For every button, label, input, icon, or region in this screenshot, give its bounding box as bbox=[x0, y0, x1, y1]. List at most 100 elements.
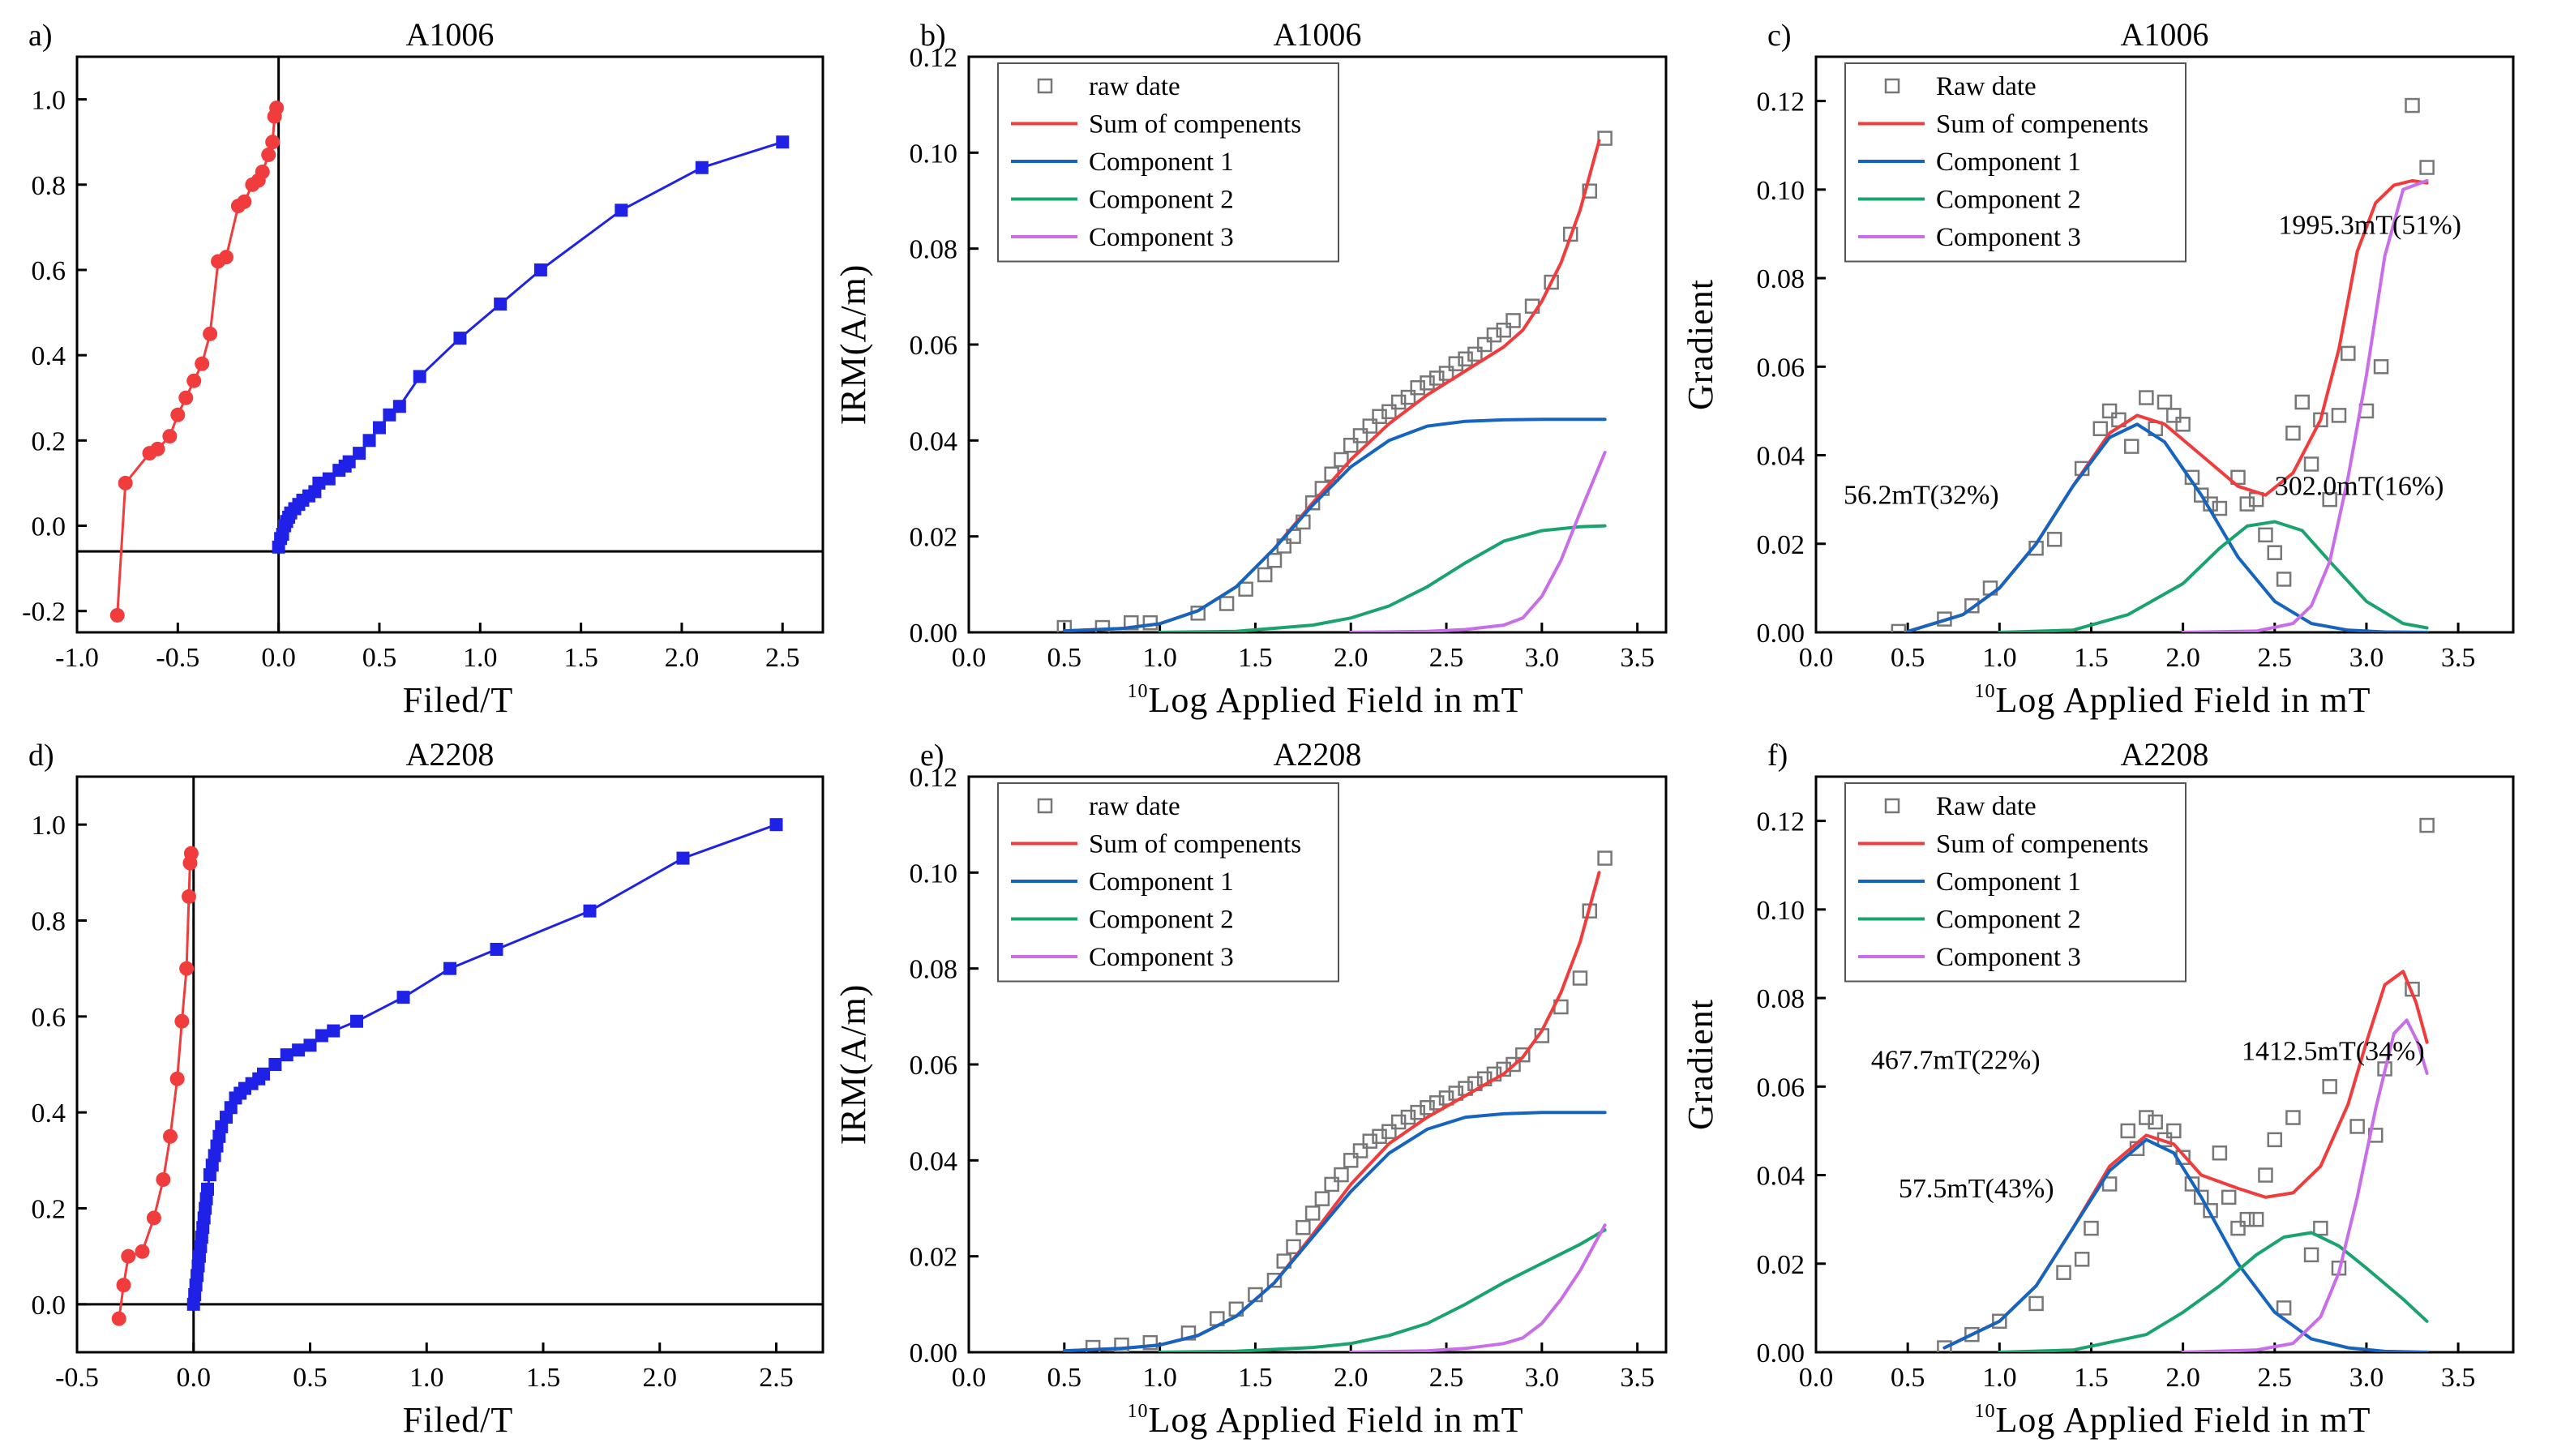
data-point-raw bbox=[1429, 370, 1445, 386]
data-point-square bbox=[383, 408, 396, 422]
legend: raw date Sum of compenents Component 1 Comp… bbox=[997, 62, 1339, 263]
series-component-2-line bbox=[1998, 520, 2429, 632]
data-point-raw bbox=[2322, 1079, 2337, 1094]
x-tick-label: 2.5 bbox=[2258, 1363, 2293, 1393]
data-point-raw bbox=[1891, 623, 1907, 632]
data-point-raw bbox=[1486, 327, 1502, 343]
x-tick-label: 3.5 bbox=[1620, 643, 1655, 673]
data-point-raw bbox=[2166, 1123, 2182, 1139]
data-point-raw bbox=[1362, 418, 1378, 434]
data-point-square bbox=[257, 1067, 270, 1081]
x-tick-label: 1.5 bbox=[1238, 643, 1273, 673]
data-point-raw bbox=[1515, 1047, 1531, 1063]
data-point-circle bbox=[163, 1128, 178, 1144]
data-point-raw bbox=[1506, 313, 1521, 328]
legend-label: Component 2 bbox=[1089, 186, 1234, 215]
data-point-raw bbox=[2373, 359, 2389, 375]
data-point-circle bbox=[186, 373, 202, 388]
data-point-raw bbox=[1142, 1334, 1159, 1351]
data-point-raw bbox=[1448, 356, 1464, 371]
legend-marker-raw bbox=[1884, 78, 1900, 94]
data-point-raw bbox=[1304, 1205, 1321, 1221]
data-point-raw bbox=[1266, 1273, 1283, 1288]
series-component-1-line bbox=[1062, 418, 1607, 632]
data-point-square bbox=[443, 961, 456, 975]
x-axis-label: 10Log Applied Field in mT bbox=[1128, 1400, 1524, 1440]
y-tick-label: 0.04 bbox=[910, 1146, 958, 1176]
panel-c: 0.0 0.5 1.0 1.5 2.0 2.5 3.0 3.5 0.00 0.02 0.04 0.06… bbox=[1681, 16, 2515, 720]
chart-title: A1006 bbox=[406, 16, 495, 53]
x-tick-label: 0.5 bbox=[293, 1363, 328, 1393]
plot-frame bbox=[75, 55, 824, 634]
data-point-raw bbox=[1352, 428, 1368, 443]
plot-area bbox=[111, 818, 783, 1326]
data-point-raw bbox=[1362, 1133, 1378, 1149]
data-point-circle bbox=[116, 1278, 131, 1293]
x-tick-label: 2.5 bbox=[1429, 1363, 1464, 1393]
x-tick-label: 1.5 bbox=[1238, 1363, 1273, 1393]
data-point-square bbox=[327, 1024, 341, 1038]
data-point-raw bbox=[1390, 394, 1407, 410]
data-point-raw bbox=[2194, 1189, 2209, 1205]
plot-area bbox=[1937, 817, 2435, 1352]
y-tick-label: 0.8 bbox=[32, 171, 66, 201]
data-point-circle bbox=[269, 101, 285, 116]
data-point-raw bbox=[2303, 1247, 2319, 1263]
x-axis-label-superscript: 10 bbox=[1128, 681, 1149, 702]
chart-title: A2208 bbox=[406, 736, 495, 773]
data-point-raw bbox=[1372, 409, 1387, 424]
plot-frame bbox=[1814, 55, 2515, 634]
legend-label: Raw date bbox=[1936, 72, 2037, 101]
data-point-raw bbox=[2258, 527, 2273, 543]
legend: Raw date Sum of compenents Component 1 Comp… bbox=[1844, 782, 2187, 983]
legend-label: Component 2 bbox=[1936, 906, 2081, 935]
x-axis-label-superscript: 10 bbox=[1128, 1401, 1149, 1422]
x-tick-label: 2.0 bbox=[643, 1363, 678, 1393]
data-point-raw bbox=[2166, 408, 2182, 423]
panel-label: b) bbox=[920, 19, 946, 53]
y-tick-label: 0.00 bbox=[1757, 619, 1805, 649]
data-point-raw bbox=[2349, 1119, 2365, 1134]
y-tick-label: 0.10 bbox=[910, 139, 958, 169]
legend-label: raw date bbox=[1089, 792, 1180, 821]
data-point-square bbox=[615, 203, 628, 217]
plot-area bbox=[109, 101, 790, 623]
x-axis-label: Filed/T bbox=[403, 680, 514, 720]
data-point-raw bbox=[2124, 439, 2139, 454]
data-point-raw bbox=[1257, 567, 1273, 583]
data-point-square bbox=[769, 818, 783, 832]
x-axis-label-text: Log Applied Field in mT bbox=[1149, 1400, 1524, 1440]
data-point-raw bbox=[1410, 380, 1425, 396]
y-tick-label: 0.0 bbox=[32, 1291, 66, 1321]
data-point-raw bbox=[2419, 160, 2435, 175]
data-point-raw bbox=[1334, 1167, 1349, 1183]
series-component-1-line bbox=[1906, 422, 2429, 632]
data-point-square bbox=[322, 472, 336, 486]
legend-label: Component 1 bbox=[1089, 867, 1234, 897]
data-point-raw bbox=[2101, 1176, 2118, 1192]
data-point-raw bbox=[1992, 1313, 2007, 1330]
data-point-raw bbox=[1438, 366, 1454, 381]
y-tick-label: 0.04 bbox=[1757, 442, 1805, 472]
series-component-3-line bbox=[1349, 451, 1607, 632]
y-tick-label: -0.2 bbox=[22, 597, 66, 627]
data-point-raw bbox=[1390, 1114, 1407, 1130]
panel-d: -0.5 0.0 0.5 1.0 1.5 2.0 2.5 0.0 0.2 0.4 0.6 0.8 1.0… bbox=[28, 736, 824, 1440]
data-point-raw bbox=[1238, 581, 1253, 597]
data-point-square bbox=[453, 332, 467, 345]
data-point-raw bbox=[2267, 545, 2283, 560]
y-tick-label: 0.10 bbox=[1757, 176, 1805, 206]
data-point-raw bbox=[2028, 1295, 2044, 1312]
data-point-raw bbox=[1180, 1325, 1197, 1341]
legend-marker-raw bbox=[1037, 798, 1053, 814]
x-tick-label: 1.5 bbox=[563, 643, 598, 673]
data-point-circle bbox=[174, 1013, 190, 1029]
x-tick-label: 1.0 bbox=[1142, 1363, 1177, 1393]
annotation-label: 467.7mT(22%) bbox=[1871, 1045, 2041, 1075]
data-point-raw bbox=[2074, 1252, 2090, 1267]
data-point-raw bbox=[2331, 408, 2347, 423]
series-component-2-line bbox=[1998, 1231, 2429, 1352]
legend-label: Raw date bbox=[1936, 792, 2037, 821]
data-point-square bbox=[372, 421, 386, 435]
plot-area bbox=[1891, 97, 2435, 632]
